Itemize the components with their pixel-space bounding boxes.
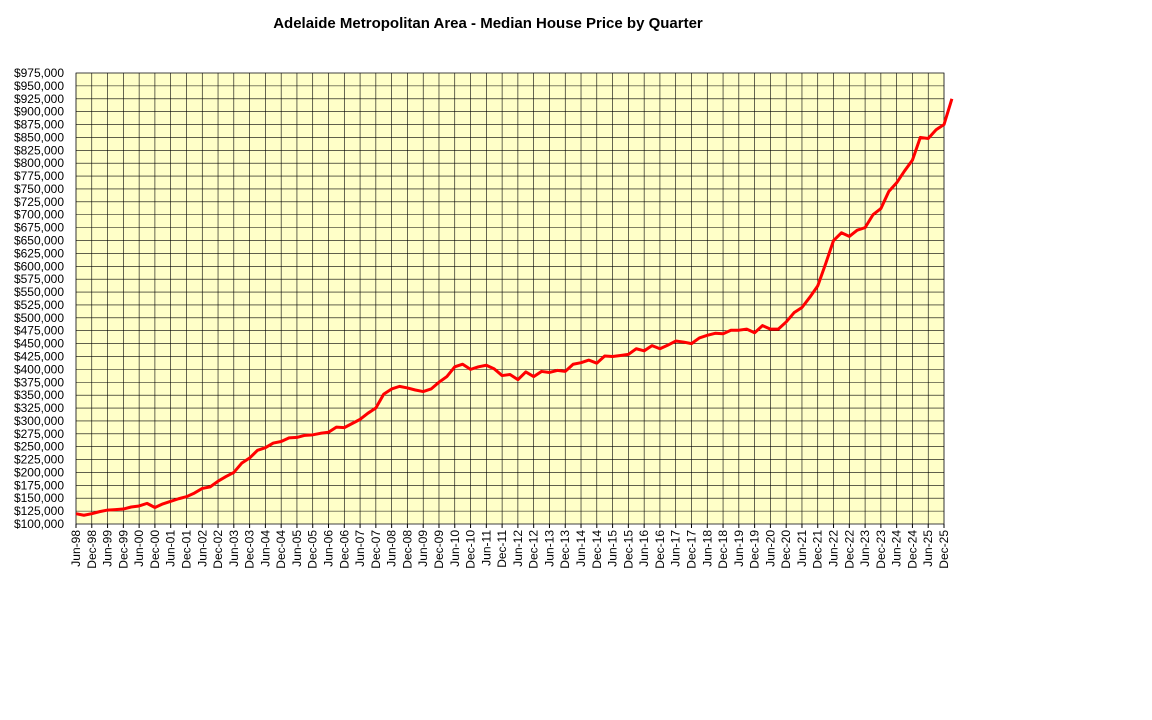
y-tick-label: $625,000 [14, 246, 64, 260]
x-tick-label: Dec-18 [716, 530, 730, 569]
y-tick-label: $325,000 [14, 401, 64, 415]
y-tick-label: $350,000 [14, 388, 64, 402]
y-tick-label: $550,000 [14, 285, 64, 299]
y-tick-label: $800,000 [14, 156, 64, 170]
x-tick-label: Dec-04 [274, 530, 288, 569]
y-tick-label: $300,000 [14, 414, 64, 428]
x-tick-label: Jun-00 [132, 530, 146, 567]
x-tick-label: Dec-05 [306, 530, 320, 569]
y-tick-label: $700,000 [14, 208, 64, 222]
x-tick-label: Dec-10 [464, 530, 478, 569]
x-tick-label: Dec-22 [842, 530, 856, 569]
x-tick-label: Dec-09 [432, 530, 446, 569]
x-tick-label: Jun-17 [669, 530, 683, 567]
y-tick-label: $725,000 [14, 195, 64, 209]
x-tick-label: Dec-11 [495, 530, 509, 568]
x-tick-label: Dec-03 [243, 530, 257, 569]
chart-title: Adelaide Metropolitan Area - Median Hous… [273, 15, 703, 32]
x-tick-label: Dec-00 [148, 530, 162, 569]
x-tick-label: Jun-19 [732, 530, 746, 567]
y-tick-label: $225,000 [14, 453, 64, 467]
y-tick-label: $275,000 [14, 427, 64, 441]
y-tick-label: $175,000 [14, 478, 64, 492]
x-tick-label: Jun-16 [637, 530, 651, 567]
y-tick-label: $525,000 [14, 298, 64, 312]
x-tick-label: Dec-01 [179, 530, 193, 569]
y-tick-label: $125,000 [14, 504, 64, 518]
y-tick-label: $575,000 [14, 272, 64, 286]
y-tick-label: $200,000 [14, 465, 64, 479]
x-tick-label: Dec-99 [116, 530, 130, 569]
y-tick-label: $875,000 [14, 118, 64, 132]
x-tick-label: Dec-16 [653, 530, 667, 569]
x-tick-label: Jun-24 [890, 530, 904, 567]
x-tick-label: Dec-21 [811, 530, 825, 569]
y-tick-label: $475,000 [14, 324, 64, 338]
x-tick-label: Jun-99 [101, 530, 115, 567]
x-tick-label: Dec-12 [527, 530, 541, 569]
y-tick-label: $650,000 [14, 234, 64, 248]
x-tick-label: Jun-98 [69, 530, 83, 567]
x-tick-label: Jun-06 [322, 530, 336, 567]
x-tick-label: Dec-24 [905, 530, 919, 569]
y-tick-label: $675,000 [14, 221, 64, 235]
y-tick-label: $850,000 [14, 130, 64, 144]
x-tick-label: Jun-15 [606, 530, 620, 567]
x-tick-label: Jun-18 [700, 530, 714, 567]
x-tick-label: Jun-04 [258, 530, 272, 567]
x-tick-label: Jun-01 [164, 530, 178, 567]
y-tick-label: $600,000 [14, 259, 64, 273]
y-tick-label: $400,000 [14, 362, 64, 376]
x-tick-label: Jun-03 [227, 530, 241, 567]
x-tick-label: Jun-23 [858, 530, 872, 567]
x-tick-label: Jun-22 [827, 530, 841, 567]
x-tick-label: Jun-05 [290, 530, 304, 567]
x-tick-label: Jun-09 [416, 530, 430, 567]
x-tick-label: Jun-21 [795, 530, 809, 567]
y-tick-label: $375,000 [14, 375, 64, 389]
y-tick-label: $950,000 [14, 79, 64, 93]
y-tick-label: $100,000 [14, 517, 64, 531]
x-tick-label: Jun-11 [479, 530, 493, 566]
y-tick-label: $975,000 [14, 66, 64, 80]
x-tick-label: Jun-08 [385, 530, 399, 567]
y-tick-label: $750,000 [14, 182, 64, 196]
y-tick-label: $450,000 [14, 337, 64, 351]
x-tick-label: Dec-25 [937, 530, 951, 569]
y-tick-label: $925,000 [14, 92, 64, 106]
x-tick-label: Jun-13 [542, 530, 556, 567]
x-tick-label: Dec-98 [85, 530, 99, 569]
x-tick-label: Dec-02 [211, 530, 225, 569]
x-tick-label: Dec-13 [558, 530, 572, 569]
y-tick-label: $500,000 [14, 311, 64, 325]
x-tick-label: Dec-17 [684, 530, 698, 569]
y-tick-label: $825,000 [14, 143, 64, 157]
y-tick-label: $900,000 [14, 105, 64, 119]
x-tick-label: Jun-07 [353, 530, 367, 567]
x-tick-label: Dec-06 [337, 530, 351, 569]
x-tick-label: Jun-25 [921, 530, 935, 567]
x-tick-label: Dec-19 [748, 530, 762, 569]
x-tick-label: Jun-14 [574, 530, 588, 567]
x-tick-label: Dec-08 [400, 530, 414, 569]
y-tick-label: $425,000 [14, 349, 64, 363]
x-tick-label: Dec-07 [369, 530, 383, 569]
price-line [75, 98, 954, 517]
x-tick-label: Jun-20 [763, 530, 777, 567]
x-tick-label: Dec-20 [779, 530, 793, 569]
x-tick-label: Dec-23 [874, 530, 888, 569]
y-tick-label: $250,000 [14, 440, 64, 454]
x-tick-label: Jun-12 [511, 530, 525, 567]
y-tick-label: $150,000 [14, 491, 64, 505]
x-tick-label: Jun-02 [195, 530, 209, 567]
y-tick-label: $775,000 [14, 169, 64, 183]
x-tick-label: Dec-15 [621, 530, 635, 569]
plot-area [75, 72, 945, 525]
x-tick-label: Dec-14 [590, 530, 604, 569]
x-tick-label: Jun-10 [448, 530, 462, 567]
